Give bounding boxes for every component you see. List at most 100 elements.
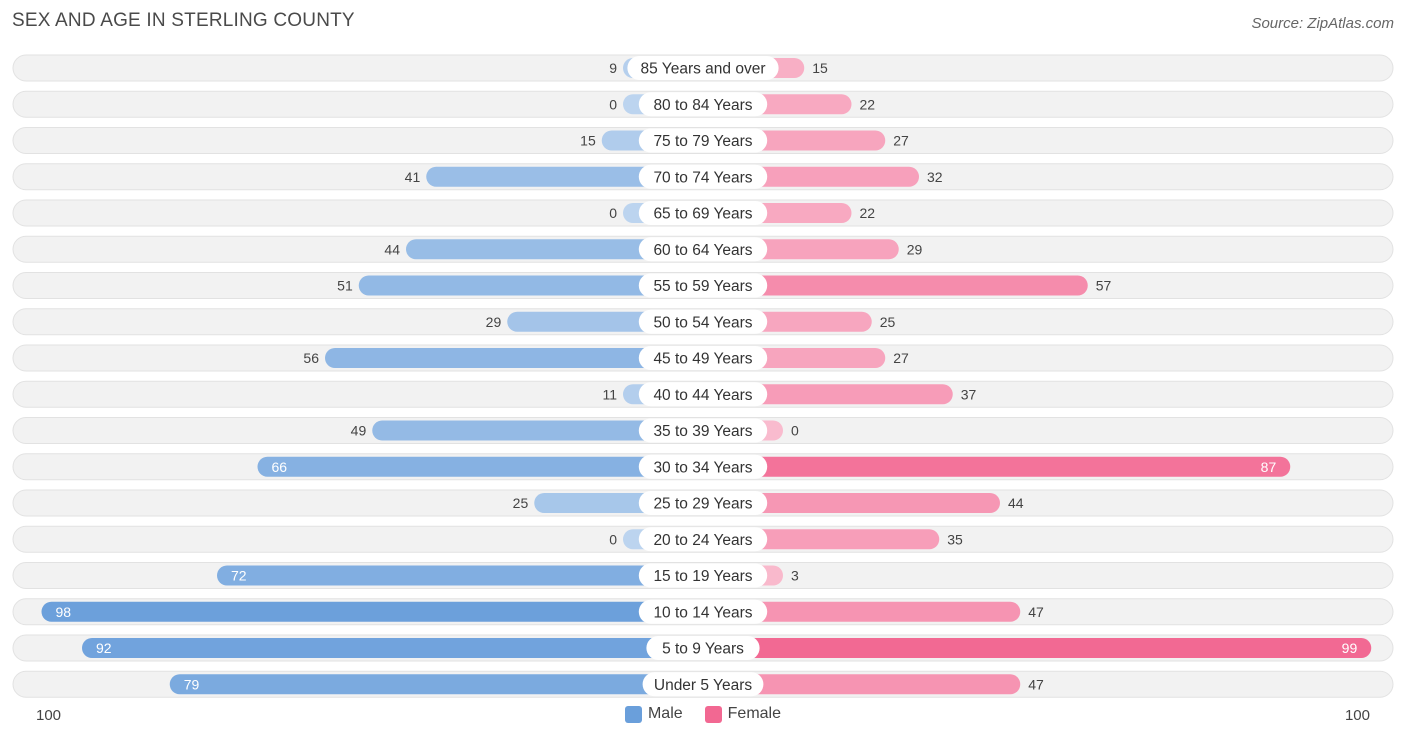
male-bar xyxy=(406,239,703,260)
legend-male-swatch xyxy=(624,705,642,723)
female-value-label: 47 xyxy=(1028,604,1044,620)
category-pill xyxy=(638,92,768,117)
female-value-label: 0 xyxy=(791,423,799,439)
category-label: 20 to 24 Years xyxy=(653,532,752,549)
male-bar xyxy=(82,638,703,658)
male-value-label: 0 xyxy=(609,96,617,112)
male-value-label: 79 xyxy=(184,676,200,692)
female-value-label: 99 xyxy=(1342,640,1358,656)
category-pill xyxy=(638,237,768,262)
female-value-label: 87 xyxy=(1261,459,1277,475)
category-label: 15 to 19 Years xyxy=(653,568,752,585)
female-bar xyxy=(703,638,1372,658)
category-label: 30 to 34 Years xyxy=(653,459,752,476)
category-label: Under 5 Years xyxy=(654,677,752,694)
category-pill xyxy=(638,309,768,334)
female-value-label: 37 xyxy=(961,386,977,402)
category-pill xyxy=(627,56,779,80)
female-value-label: 27 xyxy=(893,350,909,366)
category-pill xyxy=(642,672,764,697)
male-bar xyxy=(169,674,703,695)
category-label: 45 to 49 Years xyxy=(653,351,752,368)
female-bar xyxy=(703,674,1021,695)
male-bar xyxy=(426,166,703,187)
legend-female-swatch xyxy=(704,705,722,723)
category-label: 40 to 44 Years xyxy=(653,387,752,404)
male-value-label: 44 xyxy=(384,241,400,257)
female-bar xyxy=(703,601,1021,622)
category-label: 60 to 64 Years xyxy=(653,242,752,259)
male-value-label: 0 xyxy=(609,531,617,547)
female-value-label: 35 xyxy=(947,531,963,547)
male-value-label: 51 xyxy=(337,278,353,294)
category-label: 25 to 29 Years xyxy=(653,496,752,513)
male-bar xyxy=(325,348,703,368)
category-pill xyxy=(638,491,768,515)
axis-right-label: 100 xyxy=(1344,707,1370,724)
male-bar xyxy=(358,275,703,296)
female-value-label: 3 xyxy=(791,568,799,584)
male-value-label: 66 xyxy=(272,459,288,475)
category-label: 65 to 69 Years xyxy=(653,206,752,223)
female-value-label: 15 xyxy=(812,60,828,76)
source-note: Source: ZipAtlas.com xyxy=(1251,15,1394,32)
male-value-label: 92 xyxy=(96,640,112,656)
category-pill xyxy=(638,273,768,298)
category-pill xyxy=(638,418,768,443)
category-pill xyxy=(638,454,768,479)
male-value-label: 29 xyxy=(486,314,502,330)
female-value-label: 32 xyxy=(927,169,943,185)
category-pill xyxy=(638,346,768,370)
female-bar xyxy=(703,493,1000,513)
female-value-label: 57 xyxy=(1096,278,1112,294)
male-bar xyxy=(257,456,703,477)
male-bar xyxy=(372,420,703,441)
category-pill xyxy=(638,599,768,624)
category-label: 10 to 14 Years xyxy=(653,604,752,621)
female-value-label: 29 xyxy=(907,241,923,257)
category-label: 35 to 39 Years xyxy=(653,423,752,440)
female-value-label: 27 xyxy=(893,133,909,149)
male-value-label: 0 xyxy=(609,205,617,221)
category-label: 80 to 84 Years xyxy=(653,97,752,114)
legend-male: Male xyxy=(624,705,683,723)
male-value-label: 25 xyxy=(513,495,529,511)
female-value-label: 25 xyxy=(880,314,896,330)
legend-female-label: Female xyxy=(727,705,782,722)
male-value-label: 98 xyxy=(56,604,72,620)
category-label: 55 to 59 Years xyxy=(653,278,752,295)
legend: Male Female xyxy=(0,705,1406,723)
male-value-label: 11 xyxy=(602,386,617,402)
female-value-label: 22 xyxy=(860,205,876,221)
category-pill xyxy=(638,527,768,552)
male-value-label: 72 xyxy=(231,568,247,584)
female-bar xyxy=(703,456,1291,477)
category-label: 70 to 74 Years xyxy=(653,169,752,186)
male-value-label: 15 xyxy=(580,133,596,149)
male-bar xyxy=(41,601,703,622)
chart-title: SEX AND AGE IN STERLING COUNTY xyxy=(12,10,355,31)
female-bar xyxy=(703,275,1088,296)
axis-left-label: 100 xyxy=(36,707,62,724)
category-label: 75 to 79 Years xyxy=(653,133,752,150)
male-value-label: 9 xyxy=(609,60,617,76)
category-pill xyxy=(638,563,768,588)
category-label: 5 to 9 Years xyxy=(662,641,744,658)
category-pill xyxy=(638,128,768,153)
male-value-label: 56 xyxy=(303,350,319,366)
legend-female: Female xyxy=(704,705,782,723)
legend-male-label: Male xyxy=(647,705,683,722)
category-pill xyxy=(646,636,760,660)
female-value-label: 47 xyxy=(1028,676,1044,692)
category-pill xyxy=(638,164,768,189)
category-label: 85 Years and over xyxy=(641,61,766,78)
male-bar xyxy=(217,565,703,586)
male-value-label: 41 xyxy=(405,169,421,185)
female-value-label: 44 xyxy=(1008,495,1024,511)
category-label: 50 to 54 Years xyxy=(653,314,752,331)
female-value-label: 22 xyxy=(860,96,876,112)
male-value-label: 49 xyxy=(351,423,367,439)
category-pill xyxy=(638,382,768,407)
category-pill xyxy=(638,201,768,225)
